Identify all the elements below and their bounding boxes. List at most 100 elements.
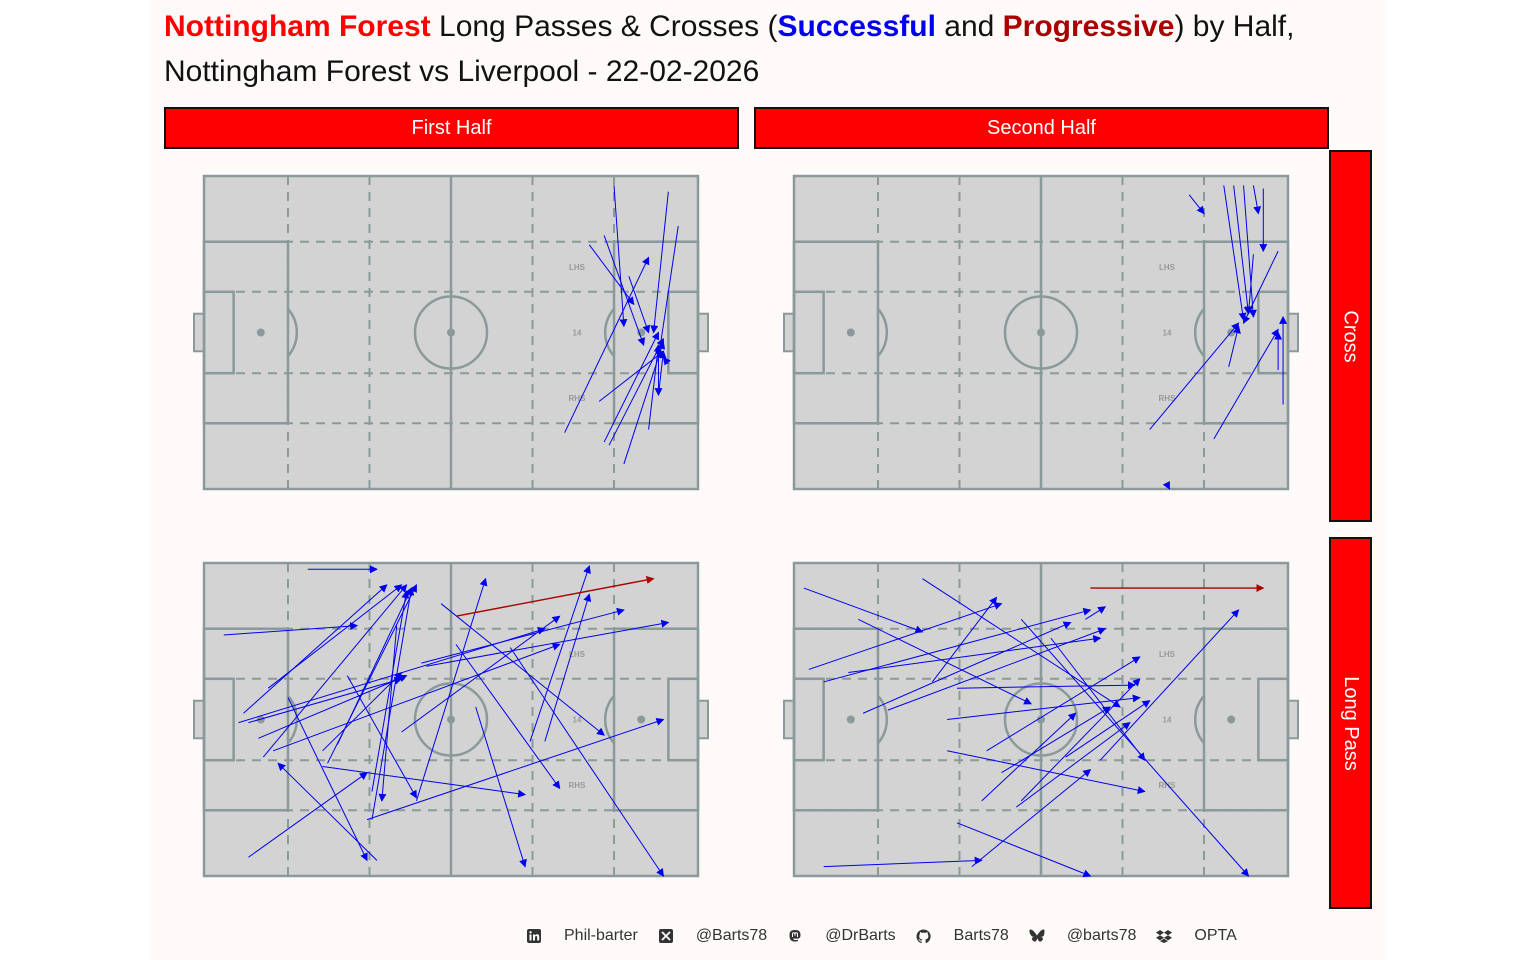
penalty-arc-right <box>1194 308 1205 357</box>
goal-left <box>193 699 205 740</box>
penalty-spot-left <box>846 715 855 724</box>
successful-pass-arrow <box>509 647 664 877</box>
chart-subtitle: Nottingham Forest vs Liverpool - 22-02-2… <box>164 55 760 88</box>
successful-pass-arrow <box>1149 322 1240 430</box>
successful-pass-arrow <box>1223 185 1247 321</box>
footer-handle: @DrBarts <box>825 927 896 944</box>
successful-pass-arrow <box>848 635 1102 674</box>
successful-pass-arrow <box>655 226 679 359</box>
successful-pass-arrow <box>858 618 1033 705</box>
x-icon <box>658 928 674 944</box>
successful-pass-arrow <box>986 656 1141 752</box>
successful-pass-arrow <box>1001 706 1112 774</box>
goal-left <box>783 312 795 353</box>
centre-circle <box>413 682 489 757</box>
successful-pass-arrow <box>1242 250 1279 325</box>
successful-pass-arrow <box>1016 722 1131 808</box>
footer-handle: @Barts78 <box>695 927 768 944</box>
title-and: and <box>935 10 1003 43</box>
successful-pass-arrow <box>243 584 388 714</box>
footer: Phil-barter @Barts78 @DrBarts Barts78 @barts… <box>520 926 1251 946</box>
successful-pass-arrow <box>1085 606 1107 620</box>
successful-pass-arrow <box>262 584 408 758</box>
goal-right <box>697 699 709 740</box>
zone-label-14: 14 <box>1163 716 1172 725</box>
six-yard-box-left <box>792 290 825 375</box>
goal-right <box>697 312 709 353</box>
successful-pass-arrow <box>823 856 983 868</box>
successful-pass-arrow <box>603 331 659 443</box>
centre-circle <box>1003 682 1079 757</box>
successful-pass-arrow <box>1233 185 1252 315</box>
successful-pass-arrow <box>1065 700 1151 758</box>
title-end: ) by Half, <box>1174 10 1295 43</box>
successful-pass-arrow <box>1050 637 1146 761</box>
zone-label-rhs: RHS <box>569 781 587 790</box>
successful-pass-arrow <box>277 762 378 861</box>
goal-left <box>783 699 795 740</box>
footer-handle: Phil-barter <box>564 927 638 944</box>
penalty-arc-right <box>1194 695 1205 744</box>
successful-pass-arrow <box>1213 328 1279 440</box>
penalty-arc-left <box>877 695 888 744</box>
successful-pass-arrow <box>603 235 646 346</box>
penalty-spot-right <box>1227 715 1236 724</box>
pitch-panel: LHS 14 RHS <box>783 561 1299 878</box>
facet-label: Second Half <box>987 116 1096 139</box>
successful-pass-arrow <box>588 244 635 306</box>
facet-strip-first-half: First Half <box>164 107 739 149</box>
successful-pass-arrow <box>808 602 1003 670</box>
zone-label-rhs: RHS <box>569 394 587 403</box>
successful-pass-arrow <box>662 356 671 366</box>
successful-pass-arrow <box>947 694 1141 720</box>
successful-pass-arrow <box>327 584 417 764</box>
penalty-arc-left <box>287 695 298 744</box>
zone-label-lhs: LHS <box>569 650 586 659</box>
centre-spot <box>447 715 455 724</box>
zone-label-lhs: LHS <box>1159 650 1176 659</box>
six-yard-box-left <box>202 290 235 375</box>
footer-handle: @barts78 <box>1066 927 1137 944</box>
successful-pass-arrow <box>650 191 669 334</box>
dropbox-icon <box>1156 928 1173 944</box>
successful-pass-arrow <box>931 596 998 683</box>
title-part: Long Passes & Crosses ( <box>430 10 778 43</box>
successful-pass-arrow <box>613 185 628 328</box>
successful-pass-arrow <box>1252 185 1262 215</box>
successful-pass-arrow <box>475 706 527 868</box>
successful-pass-arrow <box>862 621 1072 714</box>
six-yard-box-right <box>1257 677 1290 762</box>
centre-circle <box>413 295 489 370</box>
six-yard-box-left <box>792 677 825 762</box>
successful-pass-arrow <box>529 565 591 742</box>
successful-pass-arrow <box>971 768 1092 867</box>
successful-pass-arrow <box>440 603 605 736</box>
six-yard-box-right <box>667 677 700 762</box>
successful-pass-arrow <box>287 697 368 862</box>
successful-pass-arrow <box>258 674 408 739</box>
successful-pass-arrow <box>598 350 665 402</box>
successful-pass-arrow <box>957 681 1136 690</box>
zone-label-14: 14 <box>573 716 582 725</box>
successful-pass-arrow <box>1245 254 1254 315</box>
successful-pass-arrow <box>248 772 368 858</box>
successful-pass-arrow <box>378 625 398 802</box>
github-icon <box>916 928 932 944</box>
bluesky-icon <box>1029 928 1045 944</box>
goal-left <box>193 312 205 353</box>
penalty-spot-right <box>637 715 646 724</box>
centre-spot <box>1037 715 1045 724</box>
title-progressive: Progressive <box>1002 10 1175 43</box>
centre-circle <box>1003 295 1079 370</box>
pitch-panel: LHS 14 RHS <box>193 174 709 491</box>
six-yard-box-left <box>202 677 235 762</box>
penalty-spot-left <box>846 328 855 337</box>
successful-pass-arrow <box>1162 480 1170 490</box>
penalty-arc-left <box>287 308 298 357</box>
successful-pass-arrow <box>322 765 527 798</box>
title-successful: Successful <box>777 10 936 43</box>
successful-pass-arrow <box>564 256 650 433</box>
goal-right <box>1287 699 1299 740</box>
successful-pass-arrow <box>371 587 415 820</box>
